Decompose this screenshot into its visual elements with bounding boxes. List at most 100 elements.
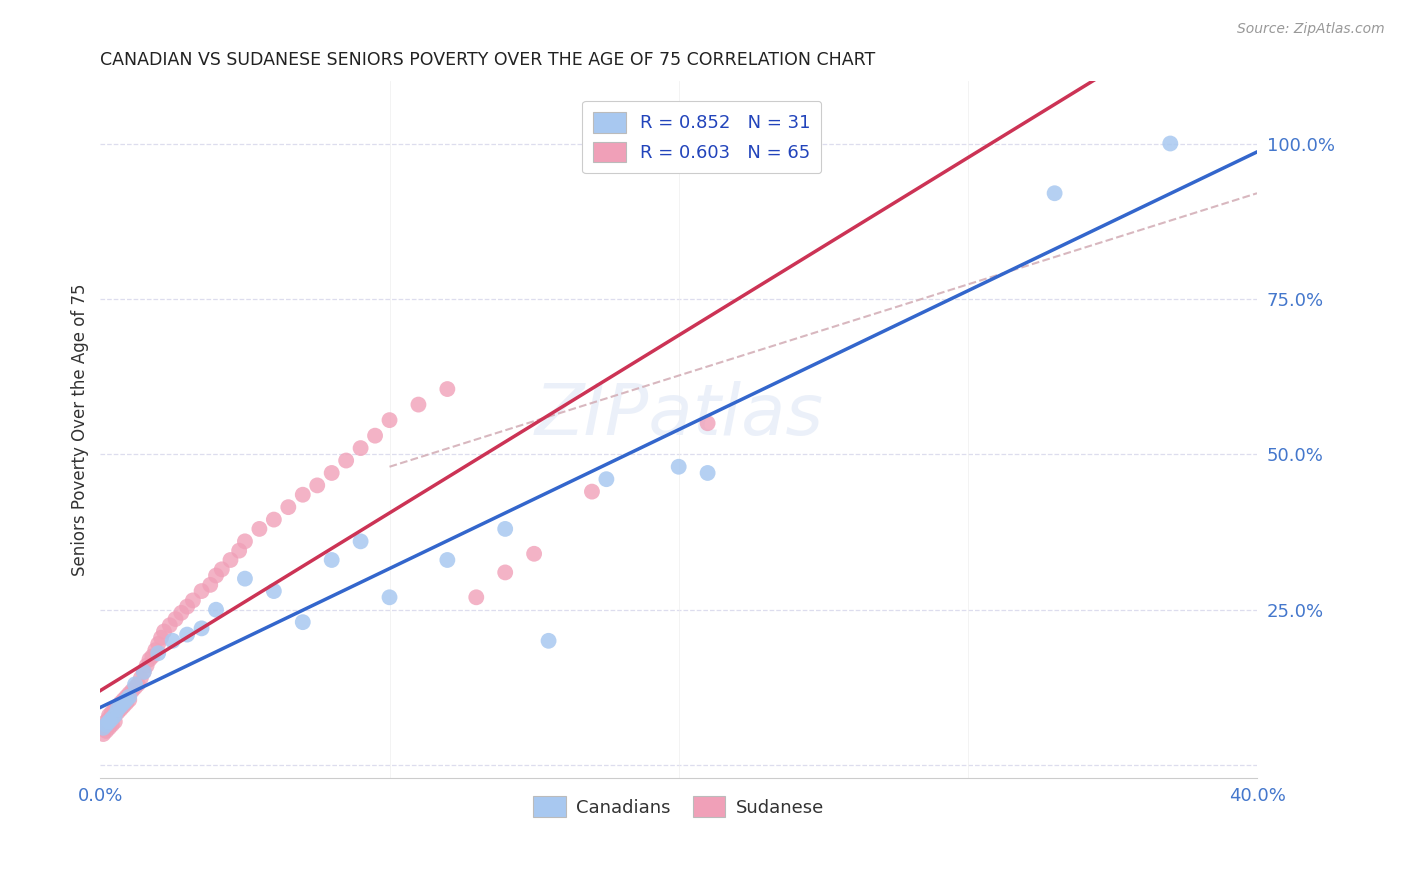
Point	[228, 543, 250, 558]
Point	[211, 562, 233, 576]
Point	[129, 671, 152, 685]
Point	[668, 459, 690, 474]
Point	[98, 714, 121, 729]
Point	[291, 488, 314, 502]
Point	[94, 717, 117, 731]
Point	[141, 649, 163, 664]
Point	[118, 693, 141, 707]
Point	[94, 723, 117, 738]
Point	[101, 717, 124, 731]
Point	[127, 677, 149, 691]
Point	[176, 627, 198, 641]
Point	[115, 696, 138, 710]
Point	[190, 584, 212, 599]
Point	[104, 702, 127, 716]
Point	[494, 522, 516, 536]
Point	[165, 612, 187, 626]
Point	[190, 621, 212, 635]
Point	[349, 441, 371, 455]
Point	[104, 708, 127, 723]
Point	[205, 568, 228, 582]
Point	[159, 618, 181, 632]
Point	[115, 690, 138, 704]
Point	[465, 591, 488, 605]
Point	[176, 599, 198, 614]
Point	[98, 708, 121, 723]
Point	[247, 522, 270, 536]
Point	[148, 637, 170, 651]
Point	[132, 665, 155, 679]
Point	[148, 646, 170, 660]
Point	[107, 702, 129, 716]
Point	[91, 721, 114, 735]
Point	[595, 472, 617, 486]
Point	[138, 652, 160, 666]
Point	[101, 712, 124, 726]
Point	[110, 702, 132, 716]
Point	[112, 699, 135, 714]
Point	[170, 606, 193, 620]
Point	[335, 453, 357, 467]
Point	[110, 699, 132, 714]
Point	[307, 478, 329, 492]
Point	[181, 593, 204, 607]
Point	[581, 484, 603, 499]
Point	[696, 466, 718, 480]
Point	[91, 721, 114, 735]
Point	[200, 578, 222, 592]
Point	[121, 683, 143, 698]
Text: ZIPatlas: ZIPatlas	[534, 381, 823, 450]
Point	[110, 696, 132, 710]
Point	[291, 615, 314, 629]
Point	[101, 712, 124, 726]
Point	[523, 547, 546, 561]
Point	[94, 717, 117, 731]
Point	[321, 466, 343, 480]
Point	[263, 584, 285, 599]
Point	[494, 566, 516, 580]
Point	[364, 428, 387, 442]
Point	[115, 693, 138, 707]
Y-axis label: Seniors Poverty Over the Age of 75: Seniors Poverty Over the Age of 75	[72, 283, 89, 575]
Point	[91, 727, 114, 741]
Point	[107, 706, 129, 720]
Point	[98, 721, 121, 735]
Point	[277, 500, 299, 515]
Point	[537, 633, 560, 648]
Point	[233, 572, 256, 586]
Point	[118, 687, 141, 701]
Point	[98, 712, 121, 726]
Point	[321, 553, 343, 567]
Point	[696, 416, 718, 430]
Point	[124, 681, 146, 695]
Point	[112, 693, 135, 707]
Point	[153, 624, 176, 639]
Point	[104, 708, 127, 723]
Point	[263, 512, 285, 526]
Text: Source: ZipAtlas.com: Source: ZipAtlas.com	[1237, 22, 1385, 37]
Text: CANADIAN VS SUDANESE SENIORS POVERTY OVER THE AGE OF 75 CORRELATION CHART: CANADIAN VS SUDANESE SENIORS POVERTY OVE…	[100, 51, 876, 69]
Point	[135, 658, 157, 673]
Point	[104, 714, 127, 729]
Point	[378, 413, 401, 427]
Point	[112, 696, 135, 710]
Point	[162, 633, 184, 648]
Point	[205, 603, 228, 617]
Point	[118, 690, 141, 704]
Point	[349, 534, 371, 549]
Point	[101, 706, 124, 720]
Point	[150, 631, 173, 645]
Point	[436, 382, 458, 396]
Point	[124, 677, 146, 691]
Point	[107, 699, 129, 714]
Point	[378, 591, 401, 605]
Point	[436, 553, 458, 567]
Legend: Canadians, Sudanese: Canadians, Sudanese	[526, 789, 831, 824]
Point	[143, 643, 166, 657]
Point	[233, 534, 256, 549]
Point	[1043, 186, 1066, 201]
Point	[132, 665, 155, 679]
Point	[219, 553, 242, 567]
Point	[94, 714, 117, 729]
Point	[1159, 136, 1181, 151]
